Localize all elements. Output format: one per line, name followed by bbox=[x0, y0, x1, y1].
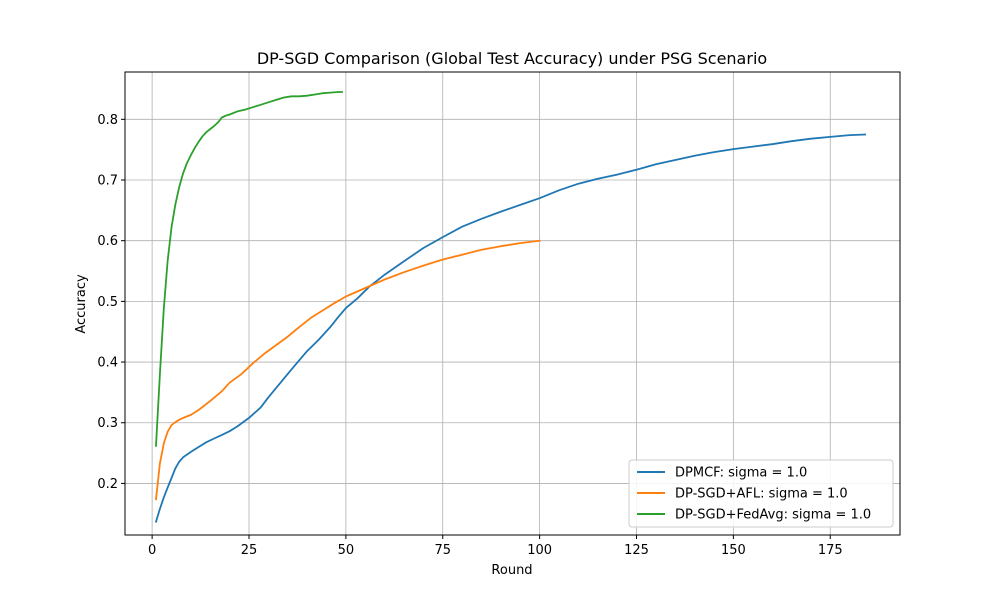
x-tick-label: 0 bbox=[148, 543, 156, 558]
y-tick-label: 0.7 bbox=[97, 174, 118, 189]
y-tick-label: 0.3 bbox=[97, 416, 118, 431]
y-axis-ticks: 0.2 0.3 0.4 0.5 0.6 0.7 0.8 bbox=[97, 113, 125, 492]
plot-frame bbox=[124, 71, 901, 536]
y-tick-label: 0.4 bbox=[97, 356, 118, 371]
x-tick-label: 25 bbox=[241, 543, 258, 558]
chart-title: DP-SGD Comparison (Global Test Accuracy)… bbox=[257, 49, 767, 68]
y-tick-label: 0.8 bbox=[97, 113, 118, 128]
y-axis-label: Accuracy bbox=[74, 274, 89, 334]
x-tick-label: 50 bbox=[338, 543, 355, 558]
grid-lines bbox=[125, 72, 900, 535]
x-tick-label: 100 bbox=[527, 543, 552, 558]
x-axis-label: Round bbox=[491, 563, 532, 578]
legend-box bbox=[628, 459, 894, 528]
y-tick-label: 0.5 bbox=[97, 295, 118, 310]
y-tick-label: 0.6 bbox=[97, 234, 118, 249]
x-tick-label: 175 bbox=[818, 543, 843, 558]
legend-entry-label: DP-SGD+AFL: sigma = 1.0 bbox=[675, 487, 848, 502]
series-line bbox=[155, 91, 343, 447]
x-tick-label: 125 bbox=[624, 543, 649, 558]
series-lines bbox=[154, 91, 867, 523]
legend: DPMCF: sigma = 1.0 DP-SGD+AFL: sigma = 1.… bbox=[628, 459, 894, 528]
y-tick-label: 0.2 bbox=[97, 477, 118, 492]
x-axis-ticks: 0 25 50 75 100 125 150 175 bbox=[148, 535, 843, 558]
x-tick-label: 75 bbox=[434, 543, 451, 558]
legend-entry-label: DP-SGD+FedAvg: sigma = 1.0 bbox=[675, 508, 871, 523]
series-line bbox=[155, 239, 541, 501]
x-tick-label: 150 bbox=[721, 543, 746, 558]
legend-entry-label: DPMCF: sigma = 1.0 bbox=[675, 466, 807, 481]
